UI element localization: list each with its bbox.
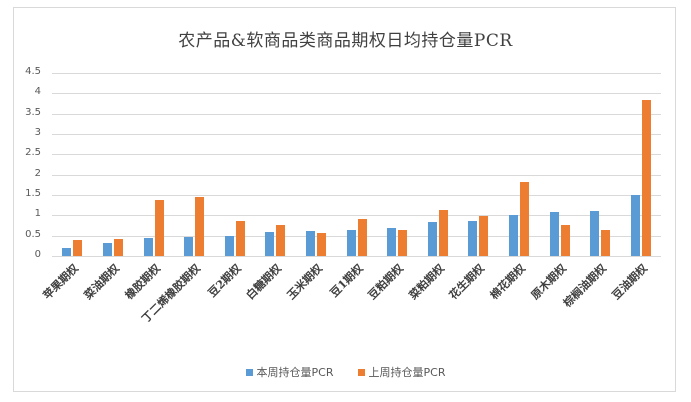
chart-title: 农产品&软商品类商品期权日均持仓量PCR: [178, 31, 513, 51]
y-tick-label: 4: [34, 86, 41, 98]
bar-last-week: [357, 219, 367, 256]
y-tick-label: 3.5: [25, 106, 41, 118]
bar-last-week: [154, 199, 164, 256]
bar-this-week: [468, 221, 478, 256]
bar-last-week: [195, 197, 205, 256]
gridline: [52, 174, 661, 176]
y-tick-label: 0.5: [25, 228, 41, 240]
gridline: [52, 215, 661, 217]
gridline: [52, 73, 661, 74]
legend: 本周持仓量PCR 上周持仓量PCR: [0, 364, 691, 380]
y-tick-label: 2: [34, 167, 41, 179]
gridline: [52, 235, 661, 237]
chart-frame: [13, 7, 676, 392]
bar-last-week: [641, 100, 651, 256]
bar-this-week: [590, 210, 600, 256]
bar-this-week: [346, 229, 356, 256]
legend-swatch-icon: [245, 368, 253, 376]
bar-last-week: [73, 240, 83, 256]
bar-last-week: [113, 239, 123, 256]
bar-this-week: [184, 236, 194, 256]
y-tick-label: 3: [34, 127, 41, 138]
bar-this-week: [102, 243, 112, 256]
legend-label: 上周持仓量PCR: [368, 366, 446, 379]
bar-this-week: [224, 235, 234, 256]
gridline: [52, 93, 661, 95]
gridline: [52, 134, 661, 135]
bar-last-week: [479, 215, 489, 256]
y-tick-label: 4.5: [25, 66, 41, 77]
bar-last-week: [519, 182, 529, 256]
bar-this-week: [143, 237, 153, 256]
bar-last-week: [601, 229, 611, 256]
gridline: [52, 256, 661, 257]
y-tick-label: 1: [34, 208, 41, 220]
bar-this-week: [305, 231, 315, 256]
legend-swatch-icon: [357, 368, 365, 376]
bar-last-week: [560, 225, 570, 256]
legend-label: 本周持仓量PCR: [256, 366, 334, 379]
gridline: [52, 195, 661, 196]
bar-last-week: [398, 230, 408, 256]
bar-last-week: [276, 225, 286, 256]
legend-item: 上周持仓量PCR: [357, 364, 446, 380]
bar-last-week: [316, 233, 326, 256]
legend-item: 本周持仓量PCR: [245, 364, 334, 380]
y-tick-label: 0: [34, 249, 41, 260]
gridline: [52, 154, 661, 156]
bar-last-week: [235, 221, 245, 256]
bar-last-week: [438, 209, 448, 256]
bar-this-week: [62, 248, 72, 256]
y-tick-label: 1.5: [25, 188, 41, 199]
plot-area: [52, 73, 661, 257]
bar-this-week: [549, 211, 559, 256]
bar-this-week: [387, 227, 397, 256]
bar-this-week: [265, 232, 275, 256]
y-tick-label: 2.5: [25, 147, 41, 159]
bar-this-week: [508, 214, 518, 256]
bar-this-week: [630, 194, 640, 256]
bar-this-week: [427, 221, 437, 256]
gridline: [52, 113, 661, 115]
